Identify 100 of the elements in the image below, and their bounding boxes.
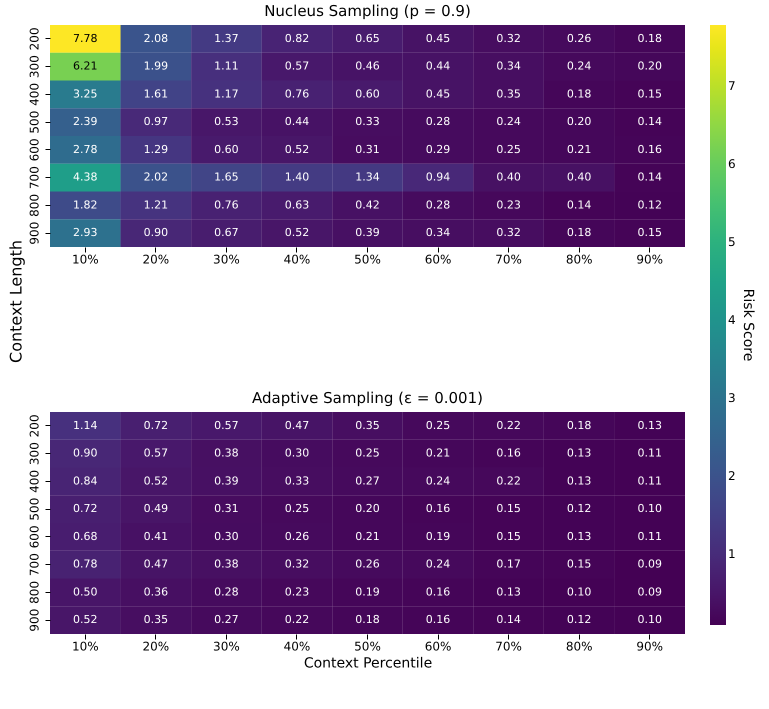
data-label: 0.57 (284, 60, 310, 73)
data-label: 0.26 (355, 558, 380, 571)
data-label: 0.45 (426, 87, 450, 100)
data-label: 0.30 (284, 446, 310, 460)
data-label: 0.94 (426, 170, 450, 184)
y-tick-label: 900 (28, 608, 42, 632)
data-label: 0.18 (566, 87, 592, 100)
data-label: 0.16 (426, 585, 450, 598)
data-label: 0.25 (496, 142, 521, 156)
data-label: 2.78 (73, 142, 98, 156)
x-tick-label: 20% (142, 252, 170, 266)
y-tick-label: 800 (28, 194, 42, 217)
data-label: 0.26 (284, 530, 310, 543)
y-axis-title: Context Length (6, 240, 26, 363)
data-label: 0.60 (355, 87, 380, 100)
x-tick-label: 50% (354, 640, 381, 654)
data-label: 1.82 (73, 198, 98, 212)
y-tick-label: 400 (28, 470, 42, 493)
x-axis-title: Context Percentile (304, 656, 432, 672)
x-tick-label: 40% (284, 252, 310, 266)
data-label: 0.38 (214, 558, 239, 571)
y-tick-label: 700 (28, 553, 42, 576)
data-label: 1.17 (214, 87, 239, 100)
x-tick-label: 10% (72, 640, 99, 654)
data-label: 0.42 (355, 198, 380, 212)
data-label: 0.24 (426, 474, 450, 488)
data-label: 0.41 (144, 530, 168, 543)
data-label: 0.13 (566, 474, 592, 488)
data-label: 0.52 (73, 613, 98, 626)
data-label: 0.15 (637, 226, 662, 240)
data-label: 0.52 (284, 142, 310, 156)
x-tick-label: 60% (424, 640, 452, 654)
data-label: 0.16 (426, 502, 450, 516)
data-label: 0.10 (637, 613, 662, 626)
data-label: 3.25 (73, 87, 98, 100)
data-label: 1.34 (355, 170, 380, 184)
color-bar-title: Risk Score (740, 288, 756, 362)
data-label: 0.14 (637, 115, 662, 128)
data-label: 0.22 (496, 474, 521, 488)
data-label: 0.21 (426, 446, 450, 460)
data-label: 0.13 (566, 446, 592, 460)
data-label: 0.84 (73, 474, 98, 488)
data-label: 0.63 (284, 198, 310, 212)
data-label: 2.08 (144, 32, 168, 45)
data-label: 0.20 (566, 115, 592, 128)
data-label: 2.39 (73, 115, 98, 128)
color-bar-label: 6 (728, 156, 736, 171)
data-label: 0.35 (144, 613, 168, 626)
data-label: 0.23 (496, 198, 521, 212)
data-label: 1.65 (214, 170, 239, 184)
data-label: 0.10 (637, 502, 662, 516)
data-label: 0.16 (426, 613, 450, 626)
data-label: 0.34 (426, 226, 450, 240)
color-bar-label: 4 (728, 312, 736, 327)
data-label: 0.20 (355, 502, 380, 516)
data-label: 0.57 (144, 446, 168, 460)
data-label: 0.13 (496, 585, 521, 598)
data-label: 0.16 (496, 446, 521, 460)
data-label: 0.13 (566, 530, 592, 543)
x-tick-label: 10% (72, 252, 99, 266)
data-label: 0.14 (566, 198, 592, 212)
data-label: 0.25 (284, 502, 310, 516)
data-label: 0.27 (355, 474, 380, 488)
data-label: 0.25 (355, 446, 380, 460)
data-label: 0.45 (426, 32, 450, 45)
data-label: 0.76 (214, 198, 239, 212)
chart-title: Adaptive Sampling (ε = 0.001) (252, 389, 483, 407)
data-label: 6.21 (73, 60, 98, 73)
data-label: 0.15 (496, 502, 521, 516)
data-label: 0.47 (144, 558, 168, 571)
data-label: 0.18 (355, 613, 380, 626)
data-label: 0.11 (637, 474, 662, 488)
data-label: 0.18 (566, 226, 592, 240)
data-label: 0.32 (496, 32, 521, 45)
data-label: 0.13 (637, 418, 662, 432)
data-label: 0.46 (355, 60, 380, 73)
data-label: 0.14 (496, 613, 521, 626)
x-tick-label: 80% (566, 252, 593, 266)
data-label: 0.10 (566, 585, 592, 598)
data-label: 0.30 (214, 530, 239, 543)
data-label: 1.99 (144, 60, 168, 73)
chart-title: Nucleus Sampling (p = 0.9) (264, 2, 471, 20)
data-label: 1.37 (214, 32, 239, 45)
data-label: 2.93 (73, 226, 98, 240)
y-tick-label: 800 (28, 580, 42, 604)
data-label: 0.21 (566, 142, 592, 156)
y-tick-label: 400 (28, 82, 42, 106)
data-label: 7.78 (73, 32, 98, 45)
y-tick-label: 200 (28, 27, 42, 50)
data-label: 0.68 (73, 530, 98, 543)
data-label: 0.15 (637, 87, 662, 100)
color-bar-label: 5 (728, 234, 736, 249)
color-bar-label: 7 (728, 78, 736, 93)
data-label: 0.76 (284, 87, 310, 100)
data-label: 0.72 (73, 502, 98, 516)
data-label: 0.22 (284, 613, 310, 626)
data-label: 0.19 (426, 530, 450, 543)
data-label: 0.24 (566, 60, 592, 73)
data-label: 0.12 (566, 613, 592, 626)
data-label: 0.33 (355, 115, 380, 128)
